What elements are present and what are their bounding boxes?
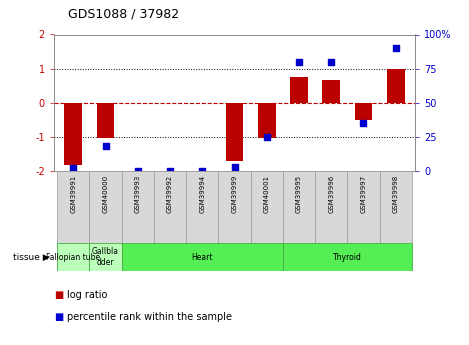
Text: ■: ■ <box>54 313 63 322</box>
Bar <box>283 171 315 243</box>
Bar <box>258 103 276 138</box>
Text: percentile rank within the sample: percentile rank within the sample <box>67 313 232 322</box>
Bar <box>219 171 250 243</box>
Bar <box>186 171 219 243</box>
Bar <box>250 171 283 243</box>
Bar <box>90 171 121 243</box>
Bar <box>348 171 379 243</box>
Text: ■: ■ <box>54 290 63 300</box>
Bar <box>121 243 283 271</box>
Text: GSM40000: GSM40000 <box>103 175 108 213</box>
Text: GSM39996: GSM39996 <box>328 175 334 213</box>
Bar <box>154 171 186 243</box>
Text: GSM39993: GSM39993 <box>135 175 141 213</box>
Bar <box>121 171 154 243</box>
Bar <box>290 77 308 103</box>
Point <box>263 134 271 139</box>
Point <box>166 168 174 174</box>
Bar <box>97 103 114 138</box>
Bar <box>379 171 412 243</box>
Point <box>198 168 206 174</box>
Bar <box>387 69 405 103</box>
Text: GSM39991: GSM39991 <box>70 175 76 213</box>
Bar <box>90 243 121 271</box>
Point <box>327 59 335 65</box>
Text: Gallbla
dder: Gallbla dder <box>92 247 119 267</box>
Text: GDS1088 / 37982: GDS1088 / 37982 <box>68 8 179 21</box>
Point <box>102 144 109 149</box>
Bar <box>57 171 90 243</box>
Bar <box>322 80 340 103</box>
Point <box>392 45 400 51</box>
Point <box>360 120 367 126</box>
Text: GSM39999: GSM39999 <box>232 175 237 213</box>
Text: GSM39997: GSM39997 <box>361 175 366 213</box>
Text: GSM40001: GSM40001 <box>264 175 270 213</box>
Bar <box>315 171 348 243</box>
Text: GSM39995: GSM39995 <box>296 175 302 213</box>
Bar <box>57 243 90 271</box>
Point <box>69 165 77 171</box>
Point <box>295 59 303 65</box>
Text: GSM39994: GSM39994 <box>199 175 205 213</box>
Bar <box>226 103 243 161</box>
Text: Thyroid: Thyroid <box>333 253 362 262</box>
Text: Heart: Heart <box>191 253 213 262</box>
Text: tissue ▶: tissue ▶ <box>13 253 49 262</box>
Bar <box>355 103 372 120</box>
Text: GSM39992: GSM39992 <box>167 175 173 213</box>
Text: GSM39998: GSM39998 <box>393 175 399 213</box>
Text: log ratio: log ratio <box>67 290 107 300</box>
Point <box>231 164 238 169</box>
Bar <box>64 103 82 165</box>
Bar <box>283 243 412 271</box>
Text: Fallopian tube: Fallopian tube <box>46 253 100 262</box>
Point <box>134 168 142 174</box>
